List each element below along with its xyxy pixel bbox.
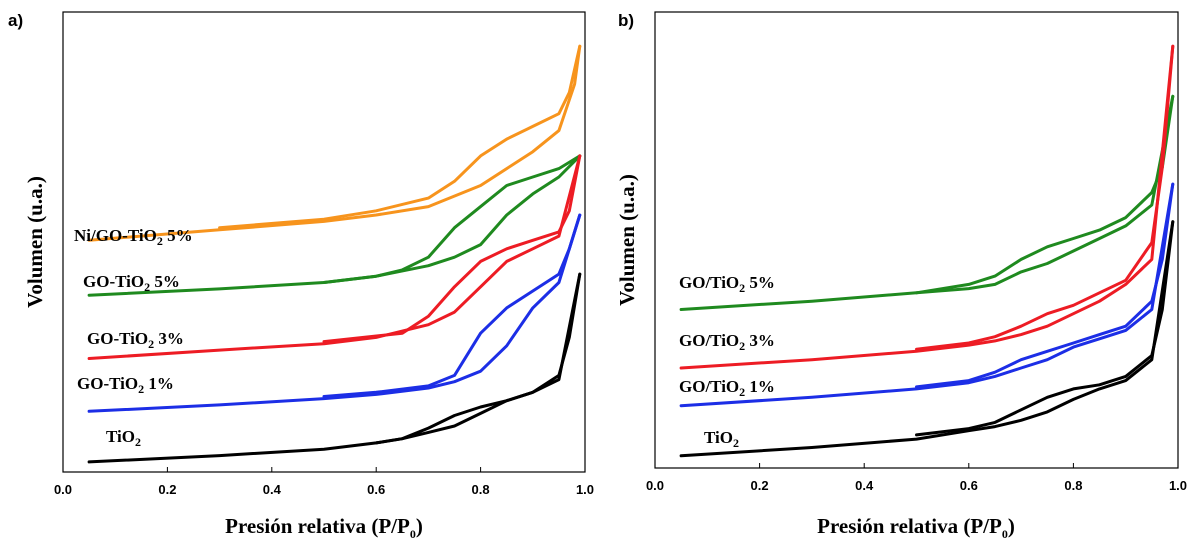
series-label-main: TiO [704,428,733,447]
x-tick-label: 0.0 [54,482,72,497]
series-label-main: GO-TiO [77,374,138,393]
series-label: GO/TiO2 5% [679,273,775,295]
x-axis-title: Presión relativa (P/P0) [225,514,423,541]
series-label: GO-TiO2 1% [77,374,174,396]
series-label-suffix: 1% [745,377,775,396]
series-label-main: Ni/GO-TiO [74,226,157,245]
series-label: TiO2 [106,427,141,449]
series-go-tio2-1-adsorption-line [679,182,1175,408]
x-axis-title-subscript: 0 [1002,527,1008,541]
x-axis-title-main: Presión relativa (P/P [817,514,1002,538]
series-go-tio2-5-adsorption-line [87,154,582,297]
panel-a: 0.0 0.2 0.4 0.6 0.8 1.0 a) Volumen (u.a.) Presió… [8,11,594,541]
series-label-main: GO/TiO [679,331,739,350]
series-tio2-desorption-line [374,272,582,445]
series-label-main: TiO [106,427,135,446]
series-label-subscript: 2 [739,385,745,399]
x-tick-label: 0.2 [158,482,176,497]
x-tick-label: 0.8 [1064,478,1082,493]
panel-b: 0.0 0.2 0.4 0.6 0.8 1.0 b) Volumen (u.a.) Presió… [615,11,1187,541]
x-tick-label: 0.6 [960,478,978,493]
series-go-tio2-5-adsorption-line [679,94,1175,311]
x-axis-title-subscript: 0 [410,527,416,541]
series-label: GO-TiO2 5% [83,272,180,294]
series-go-tio2-3-adsorption-line [87,154,582,360]
plot-frame [654,11,1179,469]
series-label: GO/TiO2 3% [679,331,775,353]
series-go-tio2-3-desorption-line [322,154,582,344]
panel-label: b) [618,11,634,30]
x-axis-title-end: ) [1008,514,1015,538]
x-tick-label: 1.0 [576,482,594,497]
y-axis-title: Volumen (u.a.) [23,176,47,308]
series-label: Ni/GO-TiO2 5% [74,226,193,248]
x-tick-label: 1.0 [1169,478,1187,493]
series-label-main: GO-TiO [87,329,148,348]
series-label-subscript: 2 [733,436,739,450]
series-ni-go-tio2-5-desorption-line [218,44,582,230]
x-axis-title: Presión relativa (P/P0) [817,514,1015,541]
series-label-subscript: 2 [739,339,745,353]
series-go-tio2-5-desorption-line [915,94,1175,295]
series-label-suffix: 5% [150,272,180,291]
series-go-tio2-1-desorption-line [322,213,582,398]
panel-label: a) [8,11,23,30]
series-label-suffix: 5% [163,226,193,245]
series-label-suffix: 1% [144,374,174,393]
series-go-tio2-5-desorption-line [322,154,582,284]
series-label-main: GO-TiO [83,272,144,291]
series-label: GO-TiO2 3% [87,329,184,351]
x-tick-label: 0.4 [263,482,282,497]
series-ni-go-tio2-5-adsorption-line [87,44,582,242]
series-tio2-desorption-line [915,220,1175,437]
series-label: TiO2 [704,428,739,450]
x-tick-label: 0.4 [855,478,874,493]
series-go-tio2-3-desorption-line [915,44,1175,351]
series-go-tio2-3-adsorption-line [679,44,1175,370]
series-label-subscript: 2 [144,280,150,294]
y-axis-title: Volumen (u.a.) [615,174,639,306]
series-tio2-adsorption-line [87,272,582,464]
series-label-main: GO/TiO [679,273,739,292]
series-label-subscript: 2 [148,337,154,351]
series-tio2-adsorption-line [679,220,1175,458]
plot-frame [62,11,586,473]
x-tick-label: 0.0 [646,478,664,493]
series-label-subscript: 2 [739,281,745,295]
x-tick-label: 0.6 [367,482,385,497]
series-label-suffix: 3% [745,331,775,350]
x-axis-title-end: ) [416,514,423,538]
series-go-tio2-1-desorption-line [915,182,1175,389]
x-tick-label: 0.8 [472,482,490,497]
series-label-subscript: 2 [135,435,141,449]
x-tick-label: 0.2 [751,478,769,493]
series-go-tio2-1-adsorption-line [87,213,582,413]
series-label-subscript: 2 [138,382,144,396]
series-label-suffix: 5% [745,273,775,292]
series-label: GO/TiO2 1% [679,377,775,399]
series-label-suffix: 3% [154,329,184,348]
x-axis-title-main: Presión relativa (P/P [225,514,410,538]
series-label-subscript: 2 [157,234,163,248]
series-label-main: GO/TiO [679,377,739,396]
